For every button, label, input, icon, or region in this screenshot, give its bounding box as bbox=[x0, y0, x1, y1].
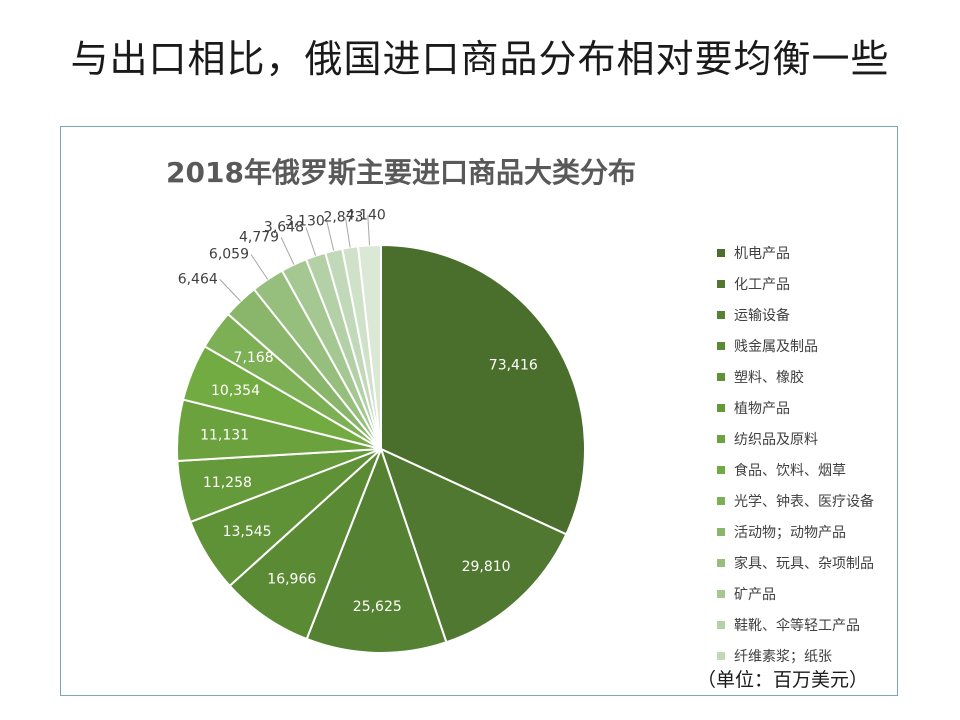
legend-swatch bbox=[717, 496, 725, 505]
leader-line bbox=[326, 221, 335, 251]
legend-item: 光学、钟表、医疗设备 bbox=[717, 485, 897, 516]
legend-label: 矿产品 bbox=[734, 586, 776, 603]
data-label: 7,168 bbox=[234, 350, 274, 366]
legend-label: 食品、饮料、烟草 bbox=[734, 462, 846, 479]
page-title: 与出口相比，俄国进口商品分布相对要均衡一些 bbox=[70, 37, 890, 81]
data-label: 3,130 bbox=[285, 213, 325, 229]
pie-slice bbox=[305, 446, 448, 654]
legend-item: 贱金属及制品 bbox=[717, 330, 897, 361]
pie-slice bbox=[380, 243, 586, 536]
legend-label: 植物产品 bbox=[734, 400, 790, 417]
legend-swatch bbox=[717, 279, 725, 288]
legend-label: 塑料、橡胶 bbox=[734, 369, 804, 386]
legend-item: 运输设备 bbox=[717, 299, 897, 330]
data-label: 11,258 bbox=[203, 475, 252, 491]
chart-title: 2018年俄罗斯主要进口商品大类分布 bbox=[166, 156, 636, 189]
legend-label: 鞋靴、伞等轻工产品 bbox=[734, 617, 860, 634]
legend-item: 食品、饮料、烟草 bbox=[717, 454, 897, 485]
legend-swatch bbox=[717, 341, 725, 350]
data-label: 29,810 bbox=[462, 559, 511, 575]
data-label: 6,464 bbox=[178, 271, 218, 287]
legend-swatch bbox=[717, 403, 725, 412]
pie-slice bbox=[379, 447, 568, 644]
legend-item: 化工产品 bbox=[717, 268, 897, 299]
legend-item: 纤维素浆；纸张 bbox=[717, 640, 897, 671]
legend-swatch bbox=[717, 248, 725, 257]
legend-swatch bbox=[717, 651, 725, 660]
legend-label: 贱金属及制品 bbox=[734, 338, 818, 355]
data-label: 10,354 bbox=[211, 383, 260, 399]
data-label: 6,059 bbox=[209, 246, 249, 262]
legend-swatch bbox=[717, 527, 725, 536]
legend-item: 鞋靴、伞等轻工产品 bbox=[717, 609, 897, 640]
leader-line bbox=[345, 217, 351, 248]
data-label: 16,966 bbox=[267, 571, 316, 587]
pie-slice bbox=[356, 243, 382, 450]
unit-note: （单位：百万美元） bbox=[697, 669, 869, 691]
legend-label: 家具、玩具、杂项制品 bbox=[734, 555, 874, 572]
data-label: 4,779 bbox=[239, 229, 279, 245]
chart-legend: 机电产品化工产品运输设备贱金属及制品 塑料、橡胶植物产品纺织品及原料食品、饮料、烟… bbox=[717, 237, 897, 671]
data-label: 3,648 bbox=[264, 219, 304, 235]
leader-line bbox=[219, 279, 241, 302]
leader-line bbox=[280, 237, 295, 265]
legend-item: 机电产品 bbox=[717, 237, 897, 268]
legend-swatch bbox=[717, 558, 725, 567]
legend-item: 矿产品 bbox=[717, 578, 897, 609]
legend-swatch bbox=[717, 589, 725, 598]
legend-item: 纺织品及原料 bbox=[717, 423, 897, 454]
pie-chart: 73,416 29,810 25,625 16,966 13,545 11,258 11,1… bbox=[176, 207, 586, 654]
leader-line bbox=[367, 215, 370, 246]
data-label: 2,873 bbox=[323, 210, 363, 226]
legend-item: 塑料、橡胶 bbox=[717, 361, 897, 392]
data-label: 4,140 bbox=[346, 207, 386, 223]
legend-label: 光学、钟表、医疗设备 bbox=[734, 493, 874, 510]
legend-swatch bbox=[717, 310, 725, 319]
legend-label: 机电产品 bbox=[734, 245, 790, 262]
data-label: 73,416 bbox=[489, 357, 538, 373]
data-label: 13,545 bbox=[223, 524, 272, 540]
legend-label: 纺织品及原料 bbox=[734, 431, 818, 448]
legend-item: 植物产品 bbox=[717, 392, 897, 423]
legend-swatch bbox=[717, 372, 725, 381]
legend-label: 纤维素浆；纸张 bbox=[734, 648, 832, 665]
chart-panel: 2018年俄罗斯主要进口商品大类分布 73,416 29,810 25,625 16,… bbox=[60, 126, 898, 696]
legend-label: 运输设备 bbox=[734, 307, 790, 324]
legend-swatch bbox=[717, 620, 725, 629]
leader-line bbox=[305, 227, 317, 256]
data-label: 11,131 bbox=[200, 427, 249, 443]
legend-item: 家具、玩具、杂项制品 bbox=[717, 547, 897, 578]
legend-label: 活动物；动物产品 bbox=[734, 524, 846, 541]
data-label: 25,625 bbox=[353, 599, 402, 615]
legend-swatch bbox=[717, 465, 725, 474]
legend-item: 活动物；动物产品 bbox=[717, 516, 897, 547]
legend-label: 化工产品 bbox=[734, 276, 790, 293]
legend-swatch bbox=[717, 434, 725, 443]
leader-line bbox=[250, 254, 269, 280]
